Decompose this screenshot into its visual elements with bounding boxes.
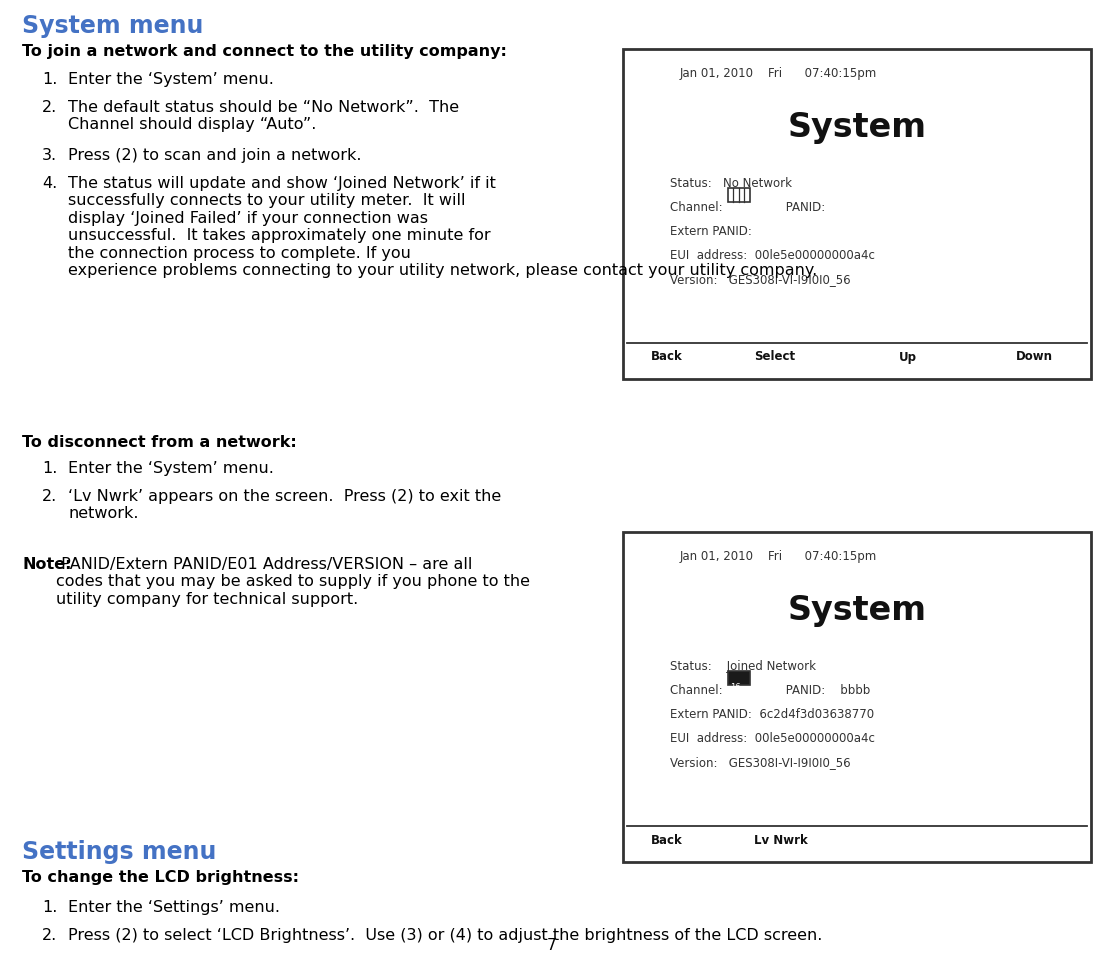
Text: 3.: 3. [42, 148, 57, 163]
Text: Settings menu: Settings menu [22, 840, 217, 864]
Text: Enter the ‘System’ menu.: Enter the ‘System’ menu. [69, 72, 274, 87]
Text: Channel:: Channel: [670, 201, 726, 214]
Text: Extern PANID:: Extern PANID: [670, 225, 751, 238]
Text: Back: Back [651, 834, 683, 846]
Text: System: System [788, 111, 926, 144]
Text: 16: 16 [729, 684, 740, 692]
Text: 1.: 1. [42, 72, 57, 87]
Text: Jan 01, 2010    Fri      07:40:15pm: Jan 01, 2010 Fri 07:40:15pm [680, 550, 876, 563]
Text: Status:   No Network: Status: No Network [670, 177, 792, 190]
Text: To join a network and connect to the utility company:: To join a network and connect to the uti… [22, 44, 507, 59]
Text: Down: Down [1017, 350, 1053, 364]
Text: The default status should be “No Network”.  The
Channel should display “Auto”.: The default status should be “No Network… [69, 100, 459, 132]
Text: ‘Lv Nwrk’ appears on the screen.  Press (2) to exit the
network.: ‘Lv Nwrk’ appears on the screen. Press (… [69, 489, 502, 521]
Text: 2.: 2. [42, 489, 57, 504]
Text: To change the LCD brightness:: To change the LCD brightness: [22, 870, 299, 885]
Text: Enter the ‘Settings’ menu.: Enter the ‘Settings’ menu. [69, 900, 280, 915]
Text: Note:: Note: [22, 557, 72, 572]
Text: Extern PANID:  6c2d4f3d03638770: Extern PANID: 6c2d4f3d03638770 [670, 708, 874, 721]
Text: System menu: System menu [22, 14, 203, 38]
Text: PANID:    bbbb: PANID: bbbb [751, 684, 870, 697]
Bar [728, 188, 750, 202]
Text: PANID/Extern PANID/E01 Address/VERSION – are all
codes that you may be asked to : PANID/Extern PANID/E01 Address/VERSION –… [56, 557, 530, 607]
Text: 2.: 2. [42, 100, 57, 115]
Text: Press (2) to scan and join a network.: Press (2) to scan and join a network. [69, 148, 361, 163]
Text: The status will update and show ‘Joined Network’ if it
successfully connects to : The status will update and show ‘Joined … [69, 176, 818, 278]
Bar [623, 532, 1091, 862]
Text: Back: Back [651, 350, 683, 364]
Text: 4.: 4. [42, 176, 57, 191]
Text: To disconnect from a network:: To disconnect from a network: [22, 435, 297, 450]
Bar [623, 49, 1091, 379]
Text: PANID:: PANID: [751, 201, 825, 214]
Text: 1.: 1. [42, 900, 57, 915]
Text: Press (2) to select ‘LCD Brightness’.  Use (3) or (4) to adjust the brightness o: Press (2) to select ‘LCD Brightness’. Us… [69, 928, 822, 943]
Text: Up: Up [899, 350, 917, 364]
Text: Select: Select [754, 350, 796, 364]
Text: 7: 7 [547, 938, 557, 953]
Text: Version:   GES308I-VI-I9I0I0_56: Version: GES308I-VI-I9I0I0_56 [670, 756, 851, 769]
Text: Status:    Joined Network: Status: Joined Network [670, 660, 815, 673]
Text: EUI  address:  00le5e00000000a4c: EUI address: 00le5e00000000a4c [670, 249, 875, 262]
Bar [728, 671, 750, 685]
Text: Channel:: Channel: [670, 684, 726, 697]
Text: Lv Nwrk: Lv Nwrk [754, 834, 808, 846]
Text: System: System [788, 594, 926, 627]
Text: EUI  address:  00le5e00000000a4c: EUI address: 00le5e00000000a4c [670, 732, 875, 745]
Text: Jan 01, 2010    Fri      07:40:15pm: Jan 01, 2010 Fri 07:40:15pm [680, 67, 876, 80]
Text: Enter the ‘System’ menu.: Enter the ‘System’ menu. [69, 461, 274, 476]
Text: Version:   GES308I-VI-I9I0I0_56: Version: GES308I-VI-I9I0I0_56 [670, 273, 851, 286]
Text: 1.: 1. [42, 461, 57, 476]
Text: 2.: 2. [42, 928, 57, 943]
